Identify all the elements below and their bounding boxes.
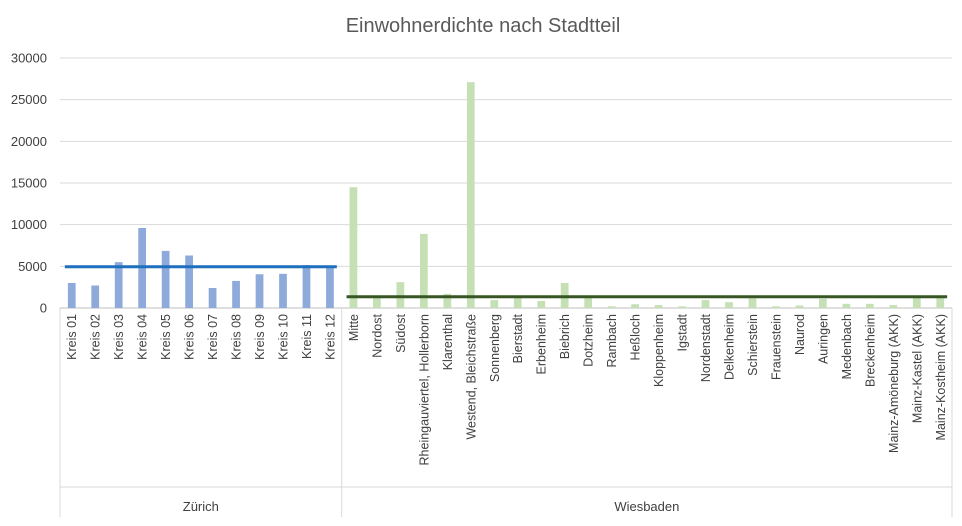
bar [373, 295, 381, 308]
bar [161, 250, 170, 308]
bar [654, 305, 663, 308]
x-tick-label: Kreis 06 [183, 314, 197, 360]
bar [701, 300, 710, 308]
x-tick-label: Westend, Bleichstraße [464, 314, 478, 440]
y-tick-label: 20000 [11, 134, 47, 149]
bar [607, 306, 616, 308]
bar [255, 274, 264, 308]
x-tick-label: Erbenheim [535, 314, 549, 374]
x-tick-label: Mainz-Amöneburg (AKK) [887, 314, 901, 453]
bar [302, 265, 311, 308]
x-tick-label: Delkenheim [723, 314, 737, 380]
bar [490, 300, 499, 308]
x-tick-label: Kreis 05 [159, 314, 173, 360]
x-tick-label: Kreis 10 [277, 314, 291, 360]
x-tick-label: Rheingauviertel, Hollerborn [417, 314, 431, 466]
x-tick-label: Klarenthal [441, 314, 455, 370]
x-tick-label: Kreis 04 [136, 314, 150, 360]
bar [842, 303, 851, 308]
bar [326, 266, 334, 308]
x-tick-label: Schierstein [746, 314, 760, 376]
bar [772, 306, 780, 308]
x-tick-label: Medenbach [840, 314, 854, 379]
bar [631, 304, 639, 308]
x-tick-label: Kloppenheim [652, 314, 666, 387]
x-tick-label: Breckenheim [863, 314, 877, 387]
x-tick-label: Mitte [347, 314, 361, 341]
bar [936, 295, 945, 308]
y-tick-label: 30000 [11, 51, 47, 66]
bar [819, 298, 827, 308]
bar [537, 300, 546, 308]
bar [419, 233, 428, 308]
x-tick-label: Igstadt [676, 313, 690, 351]
x-tick-label: Naurod [793, 314, 807, 355]
bar [232, 280, 240, 308]
bar [185, 255, 193, 308]
x-tick-label: Kreis 02 [89, 314, 103, 360]
chart-title: Einwohnerdichte nach Stadtteil [346, 15, 621, 37]
x-tick-label: Mainz-Kastel (AKK) [910, 314, 924, 423]
bar [795, 305, 804, 308]
bar [67, 283, 76, 308]
x-tick-label: Kreis 12 [323, 314, 337, 360]
y-tick-label: 5000 [18, 259, 47, 274]
bar [443, 293, 452, 308]
x-tick-label: Mainz-Kostheim (AKK) [934, 314, 948, 440]
bar [865, 303, 874, 308]
y-tick-label: 15000 [11, 176, 47, 191]
y-tick-label: 0 [40, 301, 47, 316]
bar [678, 306, 686, 308]
x-tick-label: Kreis 07 [206, 314, 220, 360]
x-tick-label: Kreis 01 [65, 314, 79, 360]
y-tick-label: 10000 [11, 217, 47, 232]
x-tick-label: Dotzheim [582, 314, 596, 367]
x-tick-label: Kreis 09 [253, 314, 267, 360]
x-tick-label: Kreis 08 [230, 314, 244, 360]
group-label: Zürich [183, 499, 219, 514]
x-tick-label: Bierstadt [511, 313, 525, 363]
bar [889, 305, 898, 308]
bar [396, 282, 405, 308]
bar [466, 82, 475, 309]
bar [208, 288, 217, 308]
x-tick-label: Nordost [370, 313, 384, 357]
bar [114, 262, 123, 308]
y-tick-label: 25000 [11, 92, 47, 107]
bar [513, 296, 522, 308]
bar [912, 296, 921, 308]
x-tick-label: Rambach [605, 314, 619, 368]
bar [725, 302, 733, 308]
bar [279, 273, 287, 308]
x-tick-label: Nordenstadt [699, 313, 713, 382]
x-tick-label: Auringen [816, 314, 830, 364]
bar [91, 285, 100, 308]
bar [349, 187, 358, 308]
x-tick-label: Südost [394, 313, 408, 352]
x-tick-label: Biebrich [558, 314, 572, 359]
bar [748, 298, 757, 308]
bar [584, 295, 593, 308]
x-tick-label: Kreis 03 [112, 314, 126, 360]
x-tick-label: Heßloch [629, 314, 643, 361]
x-tick-label: Kreis 11 [300, 314, 314, 359]
x-tick-label: Sonnenberg [488, 314, 502, 382]
group-label: Wiesbaden [614, 499, 679, 514]
x-tick-label: Frauenstein [769, 314, 783, 380]
